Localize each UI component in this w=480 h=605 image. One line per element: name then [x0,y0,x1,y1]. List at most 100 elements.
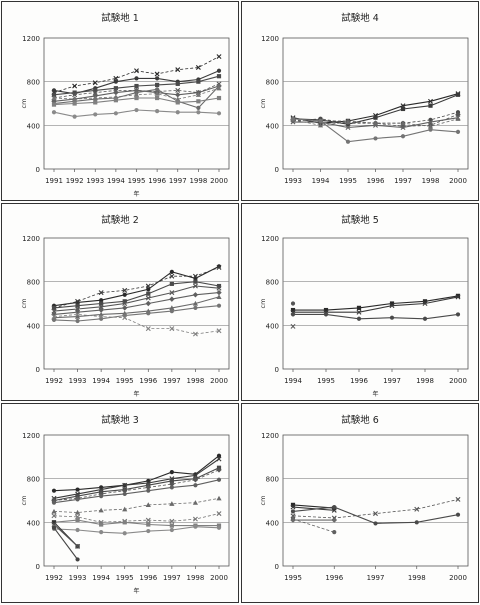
data-point [122,491,127,497]
data-point [51,500,57,505]
data-point [146,311,151,316]
data-point [192,331,198,337]
data-point [75,487,80,492]
y-tick-label: 1200 [261,235,279,243]
y-axis-label: cm [20,299,28,309]
data-point [332,530,337,535]
data-point [134,68,139,74]
x-tick-label: 1996 [367,177,385,185]
panel-border [241,1,479,201]
y-tick-label: 400 [266,122,279,130]
data-point [51,513,57,519]
y-tick-label: 1200 [261,432,279,440]
y-tick-label: 800 [266,476,279,484]
series-line [53,455,220,492]
chart-title: 試験地 2 [101,214,139,226]
data-point [75,298,81,304]
data-point [192,516,198,522]
x-tick-label: 1992 [66,177,84,185]
series-6 [51,495,222,515]
data-point [92,80,98,86]
data-point [122,315,128,321]
x-axis-label: 年 [133,390,139,398]
data-point [145,517,151,523]
data-point [290,513,296,519]
chart-panel-2: 試験地 4 0 400 800 1200 cm 1993 1994 1995 1996 1997 19… [241,1,479,201]
data-point [216,95,222,101]
series-line [293,295,459,311]
data-point [113,98,118,103]
plot-area [282,237,469,370]
x-tick-label: 1995 [284,574,302,582]
data-point [51,314,57,320]
x-tick-label: 1998 [187,574,205,582]
x-axis-label: 年 [133,190,139,198]
data-point [345,125,351,131]
y-axis-label: cm [20,496,28,506]
data-point [169,273,175,279]
data-point [192,300,199,306]
y-tick-label: 0 [275,563,279,571]
data-point [216,289,222,296]
data-point [290,323,296,329]
x-tick-label: 1998 [422,177,440,185]
series-line [53,305,220,322]
data-point [146,528,151,534]
series-1 [51,264,222,308]
data-point [169,296,175,302]
data-point [414,506,420,512]
data-point [51,520,57,525]
data-point [332,504,337,510]
series-line [53,267,220,309]
series-6 [290,517,337,523]
x-tick-label: 1995 [116,574,134,582]
y-tick-label: 800 [27,79,40,87]
chart-title: 試験地 1 [101,12,139,24]
x-tick-label: 2000 [210,377,228,385]
data-point [51,525,57,530]
y-tick-label: 800 [266,79,279,87]
data-point [146,488,151,493]
data-point [331,507,337,513]
y-tick-label: 400 [266,322,279,330]
data-point [400,106,406,112]
data-point [373,511,378,517]
data-point [72,114,77,119]
data-point [175,67,181,73]
data-point [169,527,174,533]
data-point [155,95,160,101]
data-point [122,482,128,488]
data-point [51,488,57,493]
series-1 [290,293,461,313]
series-line [53,296,220,319]
data-point [323,307,329,313]
data-point [455,312,461,317]
data-point [428,98,433,104]
data-point [290,307,296,313]
series-line [293,313,459,320]
data-point [169,478,174,483]
data-point [216,456,222,462]
data-point [169,281,174,286]
data-point [455,496,461,502]
data-point [422,316,428,321]
data-point [192,292,199,298]
data-point [169,290,175,296]
data-point [72,101,77,106]
y-tick-label: 0 [275,166,279,174]
series-line [53,526,220,534]
chart-title: 試験地 5 [341,214,379,226]
data-point [134,107,139,113]
data-point [193,524,198,529]
data-point [323,312,329,317]
series-line [53,458,220,499]
y-tick-label: 400 [27,322,40,330]
data-point [113,86,118,91]
data-point [99,301,104,306]
data-point [318,118,323,124]
data-point [122,506,128,512]
data-point [122,487,128,494]
x-tick-label: 1995 [128,177,146,185]
data-point [145,326,151,332]
